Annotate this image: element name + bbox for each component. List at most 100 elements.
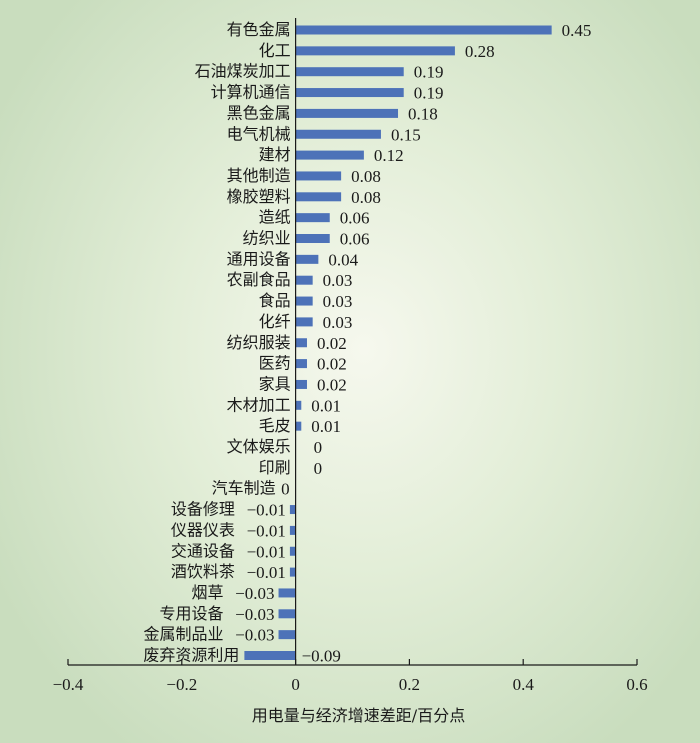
bars-group	[244, 25, 552, 660]
bar	[295, 192, 342, 202]
value-label: 0.15	[391, 125, 421, 144]
value-label: 0.28	[465, 42, 495, 61]
bar	[295, 421, 302, 431]
x-tick-label: −0.4	[53, 675, 84, 694]
value-label: −0.03	[235, 584, 274, 603]
value-label: 0.08	[351, 167, 381, 186]
value-label: 0.03	[323, 271, 353, 290]
category-label: 酒饮料茶	[171, 562, 235, 581]
value-label: 0.03	[323, 313, 353, 332]
bar	[295, 338, 307, 348]
category-label: 专用设备	[160, 604, 224, 623]
category-label: 建材	[259, 145, 291, 164]
value-labels-group: 0.450.280.190.190.180.150.120.080.080.06…	[235, 21, 591, 666]
bar	[295, 46, 455, 56]
bar	[278, 609, 296, 619]
value-label: 0.06	[340, 209, 370, 228]
value-label: −0.03	[235, 626, 274, 645]
category-label: 电气机械	[227, 124, 291, 143]
value-label: 0.03	[323, 292, 353, 311]
category-label: 文体娱乐	[227, 437, 291, 456]
bar	[295, 317, 313, 327]
bar	[289, 505, 296, 515]
value-label: 0.02	[317, 334, 347, 353]
bar	[278, 630, 296, 640]
value-label: 0	[314, 459, 323, 478]
category-label: 家具	[259, 374, 291, 393]
category-label: 农副食品	[227, 270, 291, 289]
category-labels-group: 有色金属化工石油煤炭加工计算机通信黑色金属电气机械建材其他制造橡胶塑料造纸纺织业…	[143, 20, 290, 665]
bar	[295, 379, 307, 389]
bar	[295, 129, 381, 139]
category-label: 橡胶塑料	[227, 187, 291, 206]
category-label: 纺织业	[243, 229, 291, 248]
value-label: −0.01	[247, 563, 286, 582]
value-label: 0.12	[374, 146, 404, 165]
value-label: 0.18	[408, 104, 438, 123]
category-label: 通用设备	[227, 249, 291, 268]
category-label: 造纸	[259, 208, 291, 227]
category-label: 有色金属	[227, 20, 291, 39]
x-axis-title: 用电量与经济增速差距/百分点	[252, 706, 465, 725]
category-label: 金属制品业	[144, 625, 224, 644]
value-label: 0.01	[311, 417, 341, 436]
bar	[278, 588, 296, 598]
category-label: 化纤	[259, 312, 291, 331]
bar	[295, 234, 330, 243]
value-label: −0.01	[247, 542, 286, 561]
category-label: 纺织服装	[227, 333, 291, 352]
value-label: 0.08	[351, 188, 381, 207]
value-label: 0.06	[340, 230, 370, 249]
category-label: 设备修理	[171, 500, 235, 519]
value-label: −0.01	[247, 501, 286, 520]
value-label: 0.45	[562, 21, 592, 40]
bar	[295, 359, 307, 369]
value-label: 0.04	[328, 250, 358, 269]
x-tick-label: 0.6	[626, 675, 647, 694]
category-label: 烟草	[192, 583, 224, 602]
bar	[295, 275, 313, 285]
category-label: 计算机通信	[211, 83, 291, 102]
x-tick-label: 0.2	[399, 675, 420, 694]
value-label: 0.02	[317, 355, 347, 374]
bar	[289, 546, 296, 556]
category-label: 印刷	[259, 458, 291, 477]
value-label: 0.01	[311, 396, 341, 415]
value-label: −0.01	[247, 521, 286, 540]
bar	[295, 171, 342, 181]
category-label: 黑色金属	[227, 103, 291, 122]
category-label: 食品	[259, 291, 291, 310]
bar	[295, 25, 552, 35]
category-label: 医药	[259, 354, 291, 373]
category-label: 废弃资源利用	[143, 646, 239, 665]
x-tick-label: 0.4	[513, 675, 535, 694]
bar	[295, 400, 302, 410]
value-label: 0.02	[317, 375, 347, 394]
x-ticks-group: −0.4 −0.2 0 0.2 0.4 0.6	[53, 659, 648, 694]
value-label: 0	[281, 480, 290, 499]
bar	[295, 296, 313, 306]
bar	[295, 254, 319, 264]
value-label: 0	[314, 438, 323, 457]
bar	[295, 67, 404, 77]
category-label: 化工	[259, 41, 291, 60]
category-label: 交通设备	[171, 541, 235, 560]
value-label: −0.03	[235, 605, 274, 624]
category-label: 石油煤炭加工	[195, 62, 291, 81]
category-label: 其他制造	[227, 166, 291, 185]
bar	[295, 88, 404, 98]
bar	[295, 213, 330, 223]
category-label: 毛皮	[259, 416, 291, 435]
value-label: 0.19	[414, 63, 444, 82]
bar	[289, 525, 296, 535]
value-label: 0.19	[414, 84, 444, 103]
bar	[244, 651, 296, 660]
category-label: 汽车制造	[212, 479, 276, 498]
bar	[289, 567, 296, 577]
bar	[295, 108, 399, 118]
category-label: 仪器仪表	[171, 520, 235, 539]
category-label: 木材加工	[227, 395, 291, 414]
bar	[295, 150, 364, 160]
x-tick-label: −0.2	[166, 675, 197, 694]
